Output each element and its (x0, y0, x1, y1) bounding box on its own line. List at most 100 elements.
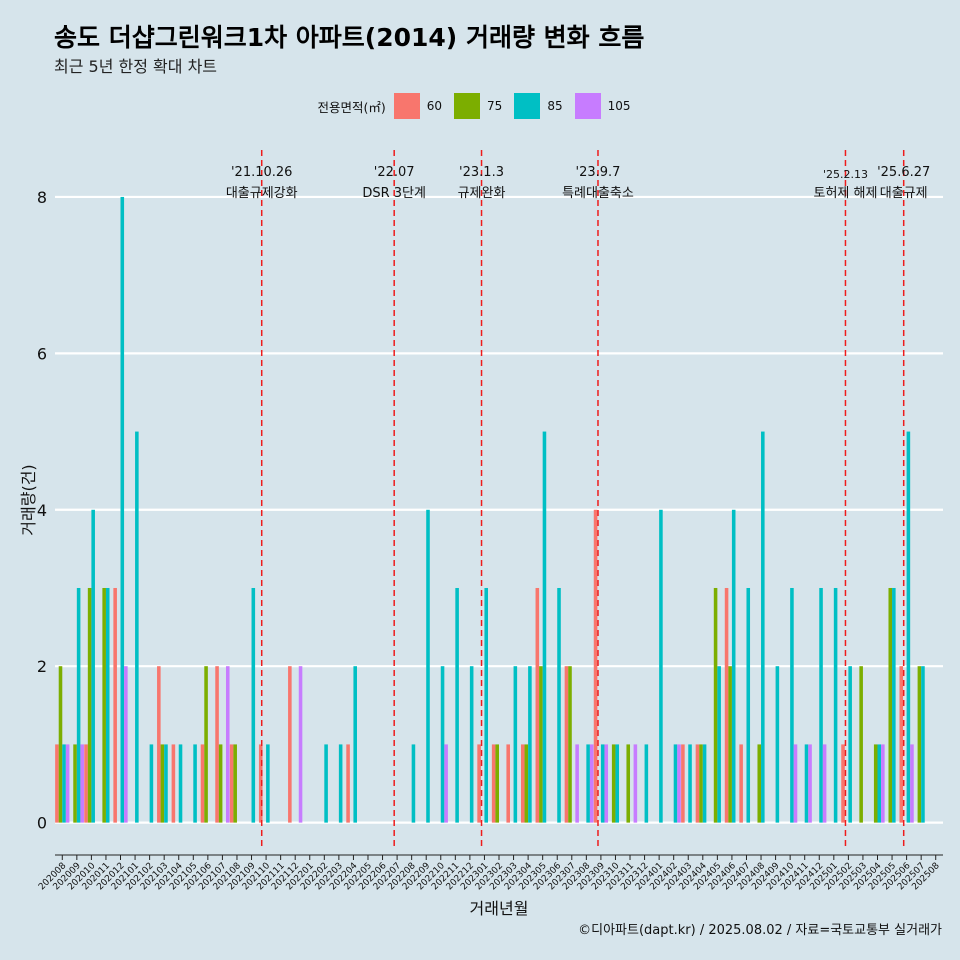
bar (899, 666, 904, 823)
bar (681, 744, 685, 823)
bar (91, 509, 95, 823)
bar (699, 744, 703, 823)
legend-swatch-75 (454, 93, 481, 119)
bar (288, 666, 292, 823)
bar (921, 666, 925, 823)
bar (76, 587, 81, 823)
bar (62, 744, 66, 823)
bar (160, 744, 165, 823)
chart-subtitle: 최근 5년 한정 확대 차트 (54, 57, 218, 76)
bar (739, 744, 743, 823)
bar (324, 744, 328, 823)
bar (659, 509, 663, 823)
legend-item-75: 75 (454, 93, 508, 119)
bar (157, 666, 161, 823)
bar (102, 587, 106, 823)
bar (251, 587, 256, 823)
event-date: '25.6.27 (877, 165, 930, 180)
bar (910, 744, 914, 823)
bar (346, 744, 350, 823)
bar (859, 666, 863, 823)
bar (225, 666, 230, 823)
bar (804, 744, 809, 823)
bar (892, 587, 896, 823)
legend-label-60: 60 (426, 99, 443, 113)
legend-label-75: 75 (487, 99, 503, 113)
bar (677, 744, 681, 823)
bar (215, 666, 219, 823)
event-date: '21.10.26 (231, 165, 292, 180)
bar (520, 744, 525, 823)
event-date: '23.9.7 (576, 165, 621, 180)
bar (55, 744, 59, 823)
bar (411, 744, 416, 823)
y-tick-label: 6 (37, 344, 47, 363)
bar (338, 744, 343, 823)
bar (917, 666, 922, 823)
bar (746, 587, 751, 823)
bar (455, 587, 459, 823)
bar (557, 587, 561, 823)
bar (164, 744, 168, 823)
bar (105, 587, 110, 823)
event-label: DSR 3단계 (362, 186, 426, 201)
bar (200, 744, 205, 823)
bar (120, 196, 125, 823)
bar (506, 744, 510, 823)
bar (491, 744, 496, 823)
bar (298, 666, 303, 823)
legend: 전용면적(㎡) 60 75 85 105 (0, 93, 960, 119)
bar (73, 744, 77, 823)
bar (171, 744, 176, 823)
legend-swatch-60 (393, 93, 420, 119)
bar (524, 744, 529, 823)
y-tick-label: 0 (37, 814, 47, 833)
legend-item-105: 105 (574, 93, 637, 119)
bar (695, 744, 700, 823)
event-label: 대출규제 (880, 186, 928, 201)
legend-item-85: 85 (514, 93, 568, 119)
bar (124, 666, 128, 823)
chart-title: 송도 더샵그린워크1차 아파트(2014) 거래량 변화 흐름 (54, 23, 645, 52)
bar (426, 509, 430, 823)
bar (877, 744, 882, 823)
bar (593, 509, 598, 823)
bar (808, 744, 812, 823)
bar (757, 744, 762, 823)
y-tick-label: 8 (37, 188, 47, 207)
event-label: 대출규제강화 (226, 186, 298, 201)
bar (84, 744, 88, 823)
bar (539, 666, 543, 823)
bar (87, 587, 92, 823)
event-label: 규제완화 (458, 186, 506, 201)
bar (484, 587, 489, 823)
bar (229, 744, 234, 823)
bar (353, 666, 357, 823)
bar (233, 744, 237, 823)
bar (568, 666, 572, 823)
bar (444, 744, 448, 823)
bar (542, 431, 547, 823)
y-tick-label: 2 (37, 657, 47, 676)
bar (113, 587, 117, 823)
bar (80, 744, 84, 823)
bar (761, 431, 765, 823)
bar (633, 744, 638, 823)
bar (477, 744, 481, 823)
bar (615, 744, 620, 823)
bar (589, 744, 594, 823)
legend-title: 전용면적(㎡) (317, 99, 386, 115)
bar (149, 744, 154, 823)
bar (564, 666, 569, 823)
bar (688, 744, 692, 823)
bar (58, 666, 63, 823)
bar (204, 666, 208, 823)
x-axis-title: 거래년월 (470, 899, 529, 918)
bar (600, 744, 605, 823)
bar (178, 744, 183, 823)
bar (822, 744, 827, 823)
bar (604, 744, 609, 823)
bar (644, 744, 649, 823)
bar (848, 666, 852, 823)
